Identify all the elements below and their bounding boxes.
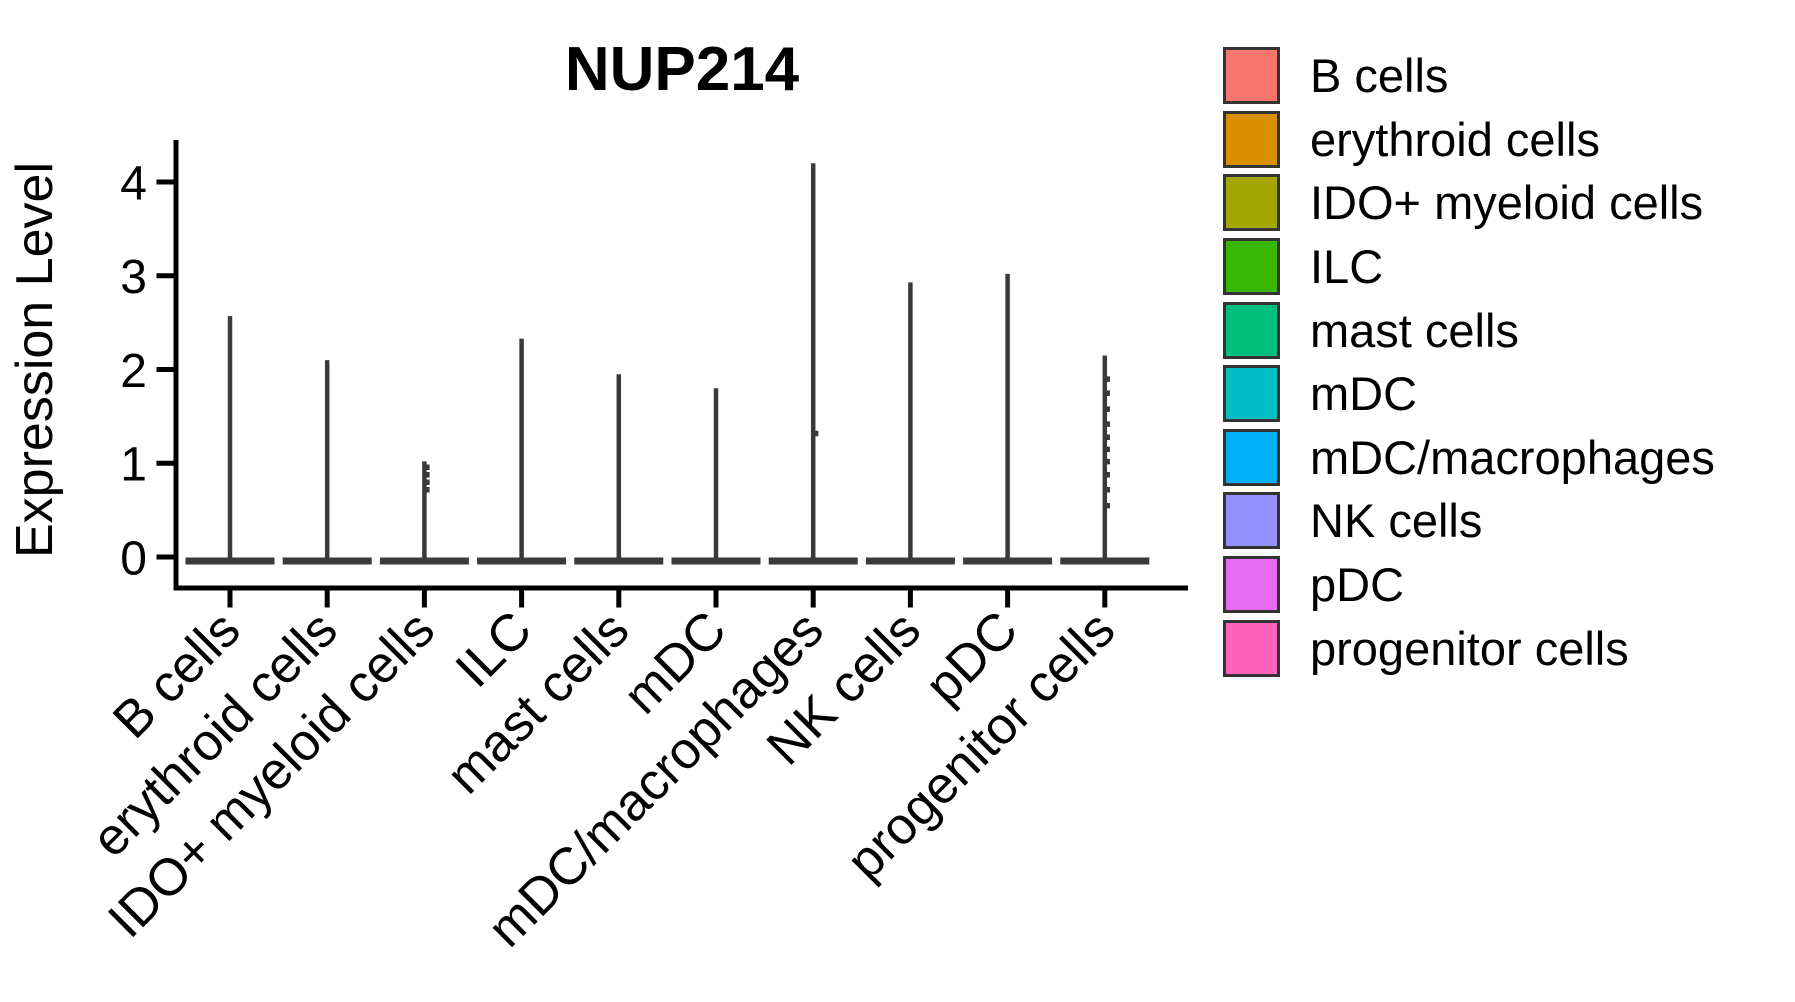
legend-swatch	[1223, 47, 1280, 105]
y-tick-label: 2	[120, 345, 147, 398]
legend-label: mDC	[1310, 367, 1418, 421]
legend-swatch	[1223, 365, 1280, 423]
y-tick-label: 0	[120, 532, 147, 585]
legend-swatch	[1223, 110, 1280, 168]
legend-swatch	[1223, 301, 1280, 359]
legend-item: pDC	[1223, 553, 1715, 617]
y-tick-label: 1	[120, 439, 147, 492]
y-axis-label: Expression Level	[6, 162, 64, 558]
legend-label: erythroid cells	[1310, 112, 1600, 166]
legend-swatch	[1223, 492, 1280, 550]
legend-item: ILC	[1223, 235, 1715, 299]
legend-label: progenitor cells	[1310, 621, 1629, 675]
legend-swatch	[1223, 174, 1280, 232]
x-tick-label: mast cells	[436, 600, 640, 804]
jitter-point	[426, 472, 430, 478]
legend-swatch	[1223, 556, 1280, 614]
legend-swatch	[1223, 619, 1280, 677]
jitter-point	[1106, 446, 1110, 453]
legend-item: mDC/macrophages	[1223, 426, 1715, 490]
jitter-point	[1106, 487, 1110, 493]
legend-item: mDC	[1223, 362, 1715, 426]
legend-item: B cells	[1223, 44, 1715, 108]
jitter-point	[426, 487, 430, 493]
jitter-point	[1106, 458, 1110, 465]
legend-label: mast cells	[1310, 303, 1519, 357]
legend-item: progenitor cells	[1223, 616, 1715, 680]
jitter-point	[1106, 502, 1110, 509]
legend-swatch	[1223, 428, 1280, 486]
jitter-point	[1106, 376, 1110, 382]
legend: B cells erythroid cells IDO+ myeloid cells…	[1223, 44, 1715, 680]
jitter-point	[1106, 406, 1110, 412]
jitter-point	[426, 464, 430, 470]
legend-swatch	[1223, 238, 1280, 296]
y-tick-label: 4	[120, 157, 147, 210]
chart-title: NUP214	[565, 35, 800, 104]
legend-item: erythroid cells	[1223, 108, 1715, 172]
jitter-point	[426, 479, 430, 485]
legend-label: ILC	[1310, 240, 1384, 294]
jitter-point	[815, 430, 819, 437]
legend-label: IDO+ myeloid cells	[1310, 176, 1704, 230]
legend-item: NK cells	[1223, 489, 1715, 553]
jitter-point	[1106, 421, 1110, 427]
legend-item: IDO+ myeloid cells	[1223, 171, 1715, 235]
y-tick-label: 3	[120, 251, 147, 304]
legend-item: mast cells	[1223, 298, 1715, 362]
legend-label: mDC/macrophages	[1310, 430, 1715, 484]
legend-label: B cells	[1310, 49, 1449, 103]
legend-label: pDC	[1310, 558, 1405, 612]
legend-label: NK cells	[1310, 494, 1483, 548]
jitter-point	[1106, 434, 1110, 440]
jitter-point	[1106, 472, 1110, 478]
jitter-point	[1106, 390, 1110, 396]
